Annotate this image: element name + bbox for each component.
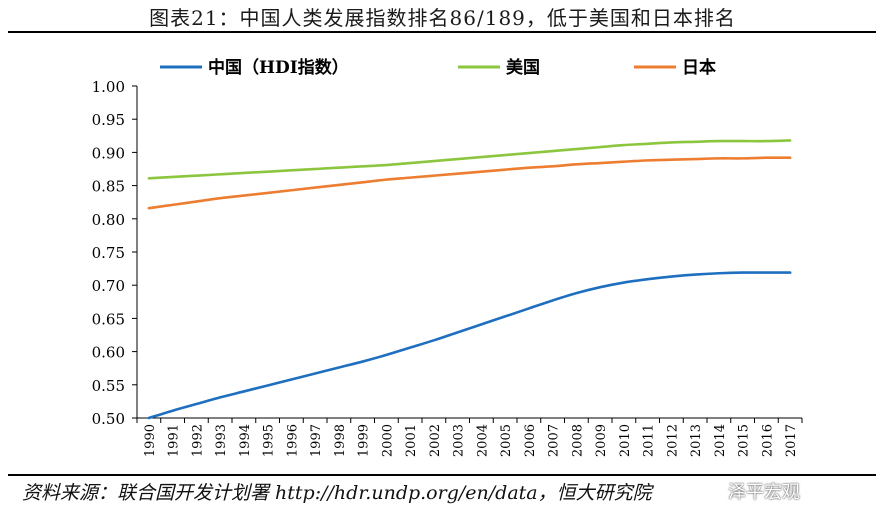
x-tick-label: 2008	[570, 424, 585, 457]
y-tick-label: 0.60	[92, 344, 125, 362]
legend-label: 日本	[682, 57, 716, 78]
x-tick-label: 2010	[618, 424, 633, 457]
x-tick-label: 1999	[357, 424, 372, 457]
x-tick-label: 2004	[475, 424, 490, 457]
x-tick-label: 2009	[594, 424, 609, 457]
x-tick-label: 2005	[499, 424, 514, 457]
x-tick-label: 2000	[380, 424, 395, 457]
x-tick-label: 2014	[713, 424, 728, 457]
chart-axes: 1.00 0.95 0.90 0.85 0.80 0.75 0.70 0.65 0.60 0.55…	[92, 78, 803, 457]
y-tick-label: 0.85	[92, 178, 125, 196]
x-tick-label: 2011	[642, 424, 657, 457]
source-note: 资料来源：联合国开发计划署 http://hdr.undp.org/en/dat…	[22, 482, 652, 504]
x-tick-label: 2017	[784, 424, 799, 457]
legend-label: 美国	[506, 57, 540, 78]
series-line-usa	[147, 139, 792, 180]
x-tick-label: 2015	[737, 424, 752, 457]
y-tick-label: 0.90	[92, 144, 125, 162]
y-tick-label: 0.50	[92, 410, 125, 428]
series-line-japan	[147, 156, 792, 210]
top-divider	[8, 31, 876, 33]
y-tick-label: 0.65	[92, 310, 125, 328]
x-tick-label: 1997	[309, 424, 324, 457]
x-tick-label: 2012	[665, 424, 680, 457]
legend-item-usa: 美国	[458, 57, 540, 78]
x-tick-label: 2002	[428, 424, 443, 457]
y-tick-label: 0.95	[92, 111, 125, 129]
y-tick-label: 0.70	[92, 277, 125, 295]
y-tick-label: 0.80	[92, 211, 125, 229]
chart-title: 图表21：中国人类发展指数排名86/189，低于美国和日本排名	[149, 6, 736, 30]
x-tick-label: 1991	[167, 424, 182, 457]
y-tick-label: 0.75	[92, 244, 125, 262]
x-tick-label: 1990	[143, 424, 158, 457]
legend-item-japan: 日本	[634, 57, 716, 78]
x-tick-label: 1994	[238, 424, 253, 457]
x-tick-label: 1998	[333, 424, 348, 457]
x-tick-label: 1992	[190, 424, 205, 457]
x-tick-label: 2006	[523, 424, 538, 457]
x-tick-label: 1996	[285, 424, 300, 457]
x-tick-label: 1993	[214, 424, 229, 457]
chart-series	[147, 139, 792, 420]
legend-item-china: 中国（HDI指数）	[160, 57, 349, 78]
chart-legend: 中国（HDI指数） 美国 日本	[160, 57, 716, 78]
x-tick-label: 2013	[689, 424, 704, 457]
y-tick-label: 0.55	[92, 377, 125, 395]
x-tick-label: 1995	[262, 424, 277, 457]
x-tick-label: 2016	[760, 424, 775, 457]
legend-label: 中国（HDI指数）	[208, 57, 349, 78]
series-line-china	[147, 271, 792, 420]
x-tick-label: 2007	[547, 424, 562, 457]
line-chart: 中国（HDI指数） 美国 日本 1.00 0.95 0.90 0.85 0.80 0.75 0.…	[92, 57, 803, 457]
x-tick-label: 2001	[404, 424, 419, 457]
y-tick-label: 1.00	[92, 78, 125, 96]
x-tick-label: 2003	[452, 424, 467, 457]
watermark-text: 泽平宏观	[728, 482, 800, 503]
bottom-divider	[8, 474, 876, 476]
